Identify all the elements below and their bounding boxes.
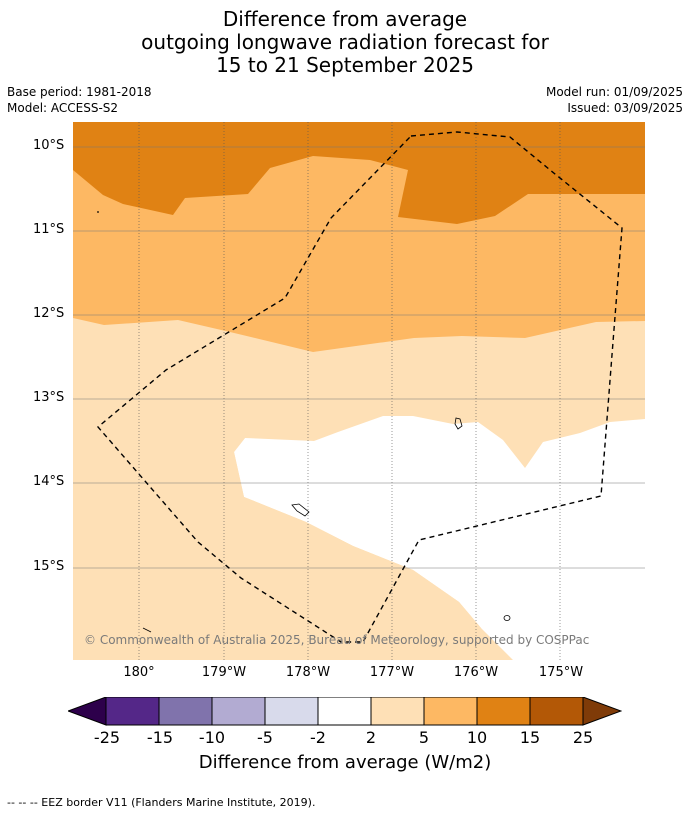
- colorbar-tick: 5: [418, 728, 430, 747]
- colorbar-bin: [529, 697, 584, 726]
- island: [142, 627, 152, 633]
- eez-border: [97, 131, 623, 643]
- chart-title: Difference from average outgoing longwav…: [0, 8, 690, 77]
- band-10-15-east: [398, 122, 645, 224]
- model-run: Model run: 01/09/2025: [545, 85, 683, 99]
- colorbar-tick: 2: [365, 728, 377, 747]
- copyright-notice: © Commonwealth of Australia 2025, Bureau…: [84, 633, 590, 647]
- colorbar-tick: -2: [310, 728, 326, 747]
- lon-label-175w: 175°W: [538, 665, 584, 680]
- lat-label-15s: 15°S: [33, 559, 65, 574]
- colorbar-extend-low: [68, 697, 107, 726]
- colorbar-tick: 10: [466, 728, 488, 747]
- lat-label-14s: 14°S: [33, 474, 65, 489]
- lon-label-178w: 178°W: [285, 665, 331, 680]
- colorbar-tick: 25: [572, 728, 594, 747]
- lat-label-11s: 11°S: [33, 222, 65, 237]
- meta-right: Model run: 01/09/2025 Issued: 03/09/2025: [546, 84, 683, 116]
- island: [454, 417, 463, 430]
- meta-left: Base period: 1981-2018 Model: ACCESS-S2: [7, 84, 152, 116]
- colorbar-label: Difference from average (W/m2): [198, 752, 492, 773]
- lon-label-179w: 179°W: [201, 665, 247, 680]
- lon-label-180: 180°: [123, 665, 155, 680]
- colorbar-tick: 15: [519, 728, 541, 747]
- base-period: Base period: 1981-2018: [7, 85, 152, 99]
- colorbar-bin: [105, 697, 160, 726]
- band-2-5-south-fill: [73, 422, 485, 660]
- lon-label-177w: 177°W: [369, 665, 415, 680]
- lon-label-176w: 176°W: [453, 665, 499, 680]
- colorbar-bin: [264, 697, 319, 726]
- island: [97, 211, 99, 213]
- band-neutral: [234, 416, 645, 660]
- title-line-3: 15 to 21 September 2025: [216, 53, 474, 77]
- model-name: Model: ACCESS-S2: [7, 101, 119, 115]
- lat-label-10s: 10°S: [33, 138, 65, 153]
- lat-label-13s: 13°S: [33, 390, 65, 405]
- colorbar: [68, 697, 622, 726]
- colorbar-tick: -25: [93, 728, 121, 747]
- title-line-2: outgoing longwave radiation forecast for: [141, 30, 549, 54]
- issued-date: Issued: 03/09/2025: [567, 101, 683, 115]
- island: [503, 615, 511, 621]
- colorbar-extend-high: [582, 697, 622, 726]
- colorbar-tick: -10: [198, 728, 226, 747]
- colorbar-bin: [423, 697, 478, 726]
- colorbar-bin: [370, 697, 425, 726]
- map-plot: [73, 122, 645, 660]
- colorbar-bin: [158, 697, 213, 726]
- colorbar-bin: [317, 697, 372, 726]
- colorbar-bin: [476, 697, 531, 726]
- lat-label-12s: 12°S: [33, 306, 65, 321]
- eez-footnote: -- -- -- EEZ border V11 (Flanders Marine…: [7, 796, 316, 809]
- colorbar-tick: -15: [146, 728, 174, 747]
- band-10-15-west: [73, 122, 408, 215]
- title-line-1: Difference from average: [222, 7, 468, 31]
- colorbar-bin: [211, 697, 266, 726]
- colorbar-tick: -5: [257, 728, 273, 747]
- island: [291, 503, 310, 517]
